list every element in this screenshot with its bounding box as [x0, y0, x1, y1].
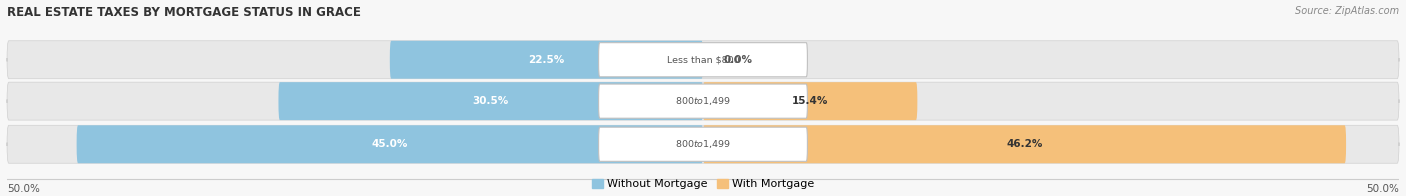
- FancyBboxPatch shape: [703, 82, 917, 120]
- FancyBboxPatch shape: [599, 84, 807, 118]
- Legend: Without Mortgage, With Mortgage: Without Mortgage, With Mortgage: [588, 175, 818, 194]
- Text: 30.5%: 30.5%: [472, 96, 509, 106]
- Text: 15.4%: 15.4%: [792, 96, 828, 106]
- Text: Less than $800: Less than $800: [666, 55, 740, 64]
- FancyBboxPatch shape: [599, 127, 807, 161]
- Text: 22.5%: 22.5%: [529, 55, 565, 65]
- Text: 45.0%: 45.0%: [371, 139, 408, 149]
- Text: $800 to $1,499: $800 to $1,499: [675, 95, 731, 107]
- FancyBboxPatch shape: [7, 125, 1399, 163]
- Text: 46.2%: 46.2%: [1007, 139, 1043, 149]
- FancyBboxPatch shape: [7, 41, 1399, 79]
- FancyBboxPatch shape: [76, 125, 703, 163]
- Text: REAL ESTATE TAXES BY MORTGAGE STATUS IN GRACE: REAL ESTATE TAXES BY MORTGAGE STATUS IN …: [7, 6, 361, 19]
- FancyBboxPatch shape: [599, 43, 807, 77]
- Text: Source: ZipAtlas.com: Source: ZipAtlas.com: [1295, 6, 1399, 16]
- FancyBboxPatch shape: [703, 125, 1346, 163]
- Text: $800 to $1,499: $800 to $1,499: [675, 138, 731, 150]
- FancyBboxPatch shape: [278, 82, 703, 120]
- Text: 50.0%: 50.0%: [1367, 184, 1399, 194]
- FancyBboxPatch shape: [7, 82, 1399, 120]
- Text: 50.0%: 50.0%: [7, 184, 39, 194]
- Text: 0.0%: 0.0%: [724, 55, 752, 65]
- FancyBboxPatch shape: [389, 41, 703, 79]
